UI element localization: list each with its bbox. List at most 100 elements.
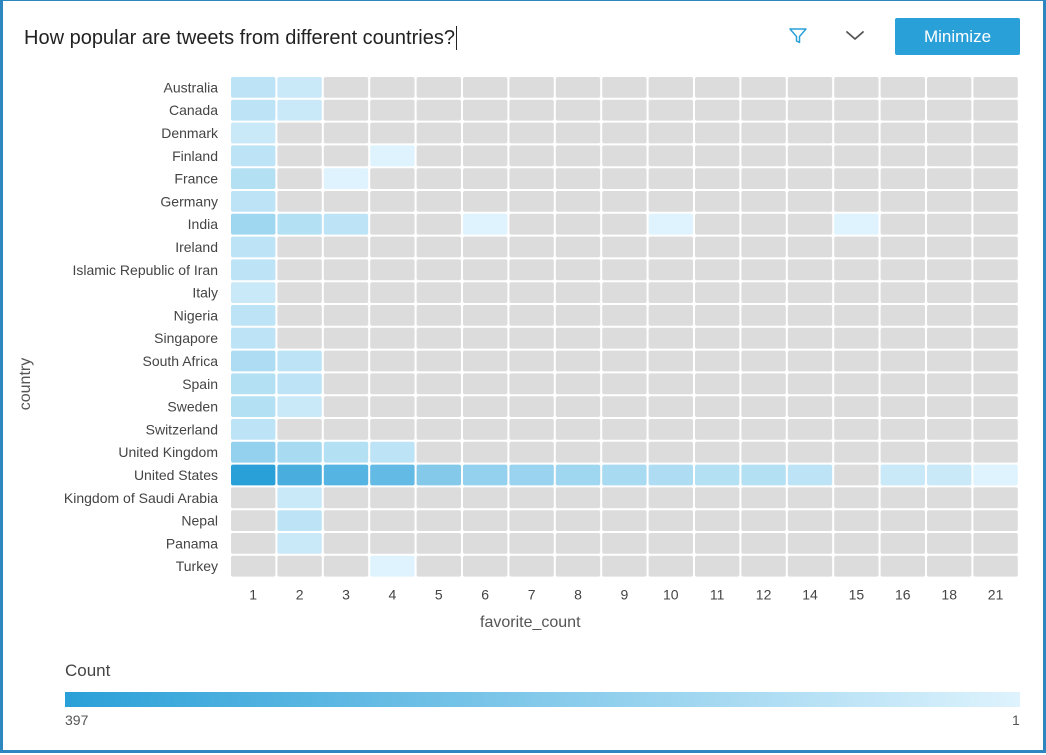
heatmap-cell[interactable]	[509, 327, 554, 349]
heatmap-cell[interactable]	[463, 77, 508, 98]
heatmap-cell[interactable]	[648, 327, 693, 349]
heatmap-cell[interactable]	[787, 122, 833, 144]
heatmap-cell[interactable]	[602, 282, 647, 303]
heatmap-cell[interactable]	[231, 350, 276, 372]
heatmap-cell[interactable]	[741, 373, 786, 395]
heatmap-cell[interactable]	[277, 99, 322, 121]
heatmap-cell[interactable]	[787, 236, 833, 258]
heatmap-cell[interactable]	[509, 396, 554, 417]
heatmap-cell[interactable]	[231, 213, 276, 235]
heatmap-cell[interactable]	[277, 487, 322, 509]
heatmap-cell[interactable]	[648, 213, 693, 235]
heatmap-cell[interactable]	[695, 373, 740, 395]
heatmap-cell[interactable]	[973, 213, 1018, 235]
heatmap-cell[interactable]	[787, 168, 833, 189]
heatmap-cell[interactable]	[277, 464, 322, 486]
heatmap-cell[interactable]	[277, 305, 322, 326]
heatmap-cell[interactable]	[880, 350, 925, 372]
heatmap-cell[interactable]	[880, 99, 925, 121]
heatmap-cell[interactable]	[602, 305, 647, 326]
heatmap-cell[interactable]	[973, 487, 1018, 509]
heatmap-cell[interactable]	[370, 555, 415, 577]
heatmap-cell[interactable]	[463, 236, 508, 258]
heatmap-cell[interactable]	[323, 122, 369, 144]
heatmap-cell[interactable]	[370, 168, 415, 189]
heatmap-cell[interactable]	[370, 282, 415, 303]
heatmap-cell[interactable]	[927, 77, 972, 98]
heatmap-cell[interactable]	[370, 236, 415, 258]
heatmap-cell[interactable]	[277, 327, 322, 349]
heatmap-cell[interactable]	[416, 327, 461, 349]
heatmap-cell[interactable]	[648, 510, 693, 531]
heatmap-cell[interactable]	[880, 487, 925, 509]
heatmap-cell[interactable]	[695, 533, 740, 554]
heatmap-cell[interactable]	[323, 145, 369, 167]
heatmap-cell[interactable]	[834, 213, 879, 235]
heatmap-cell[interactable]	[834, 259, 879, 281]
heatmap-cell[interactable]	[555, 282, 601, 303]
heatmap-cell[interactable]	[555, 533, 601, 554]
heatmap-cell[interactable]	[973, 99, 1018, 121]
heatmap-cell[interactable]	[463, 510, 508, 531]
heatmap-cell[interactable]	[370, 464, 415, 486]
heatmap-cell[interactable]	[880, 464, 925, 486]
heatmap-cell[interactable]	[602, 487, 647, 509]
heatmap-cell[interactable]	[277, 533, 322, 554]
heatmap-cell[interactable]	[973, 122, 1018, 144]
heatmap-cell[interactable]	[695, 259, 740, 281]
heatmap-cell[interactable]	[555, 259, 601, 281]
heatmap-cell[interactable]	[231, 487, 276, 509]
heatmap-cell[interactable]	[231, 373, 276, 395]
heatmap-cell[interactable]	[277, 555, 322, 577]
heatmap-cell[interactable]	[695, 396, 740, 417]
heatmap-cell[interactable]	[834, 122, 879, 144]
heatmap-cell[interactable]	[741, 282, 786, 303]
heatmap-cell[interactable]	[973, 191, 1018, 212]
heatmap-cell[interactable]	[880, 396, 925, 417]
heatmap-cell[interactable]	[463, 533, 508, 554]
heatmap-cell[interactable]	[648, 396, 693, 417]
heatmap-cell[interactable]	[509, 213, 554, 235]
heatmap-cell[interactable]	[648, 122, 693, 144]
heatmap-cell[interactable]	[509, 350, 554, 372]
heatmap-cell[interactable]	[370, 373, 415, 395]
heatmap-cell[interactable]	[416, 168, 461, 189]
heatmap-cell[interactable]	[973, 464, 1018, 486]
heatmap-cell[interactable]	[880, 373, 925, 395]
heatmap-cell[interactable]	[648, 168, 693, 189]
heatmap-cell[interactable]	[323, 213, 369, 235]
heatmap-cell[interactable]	[370, 350, 415, 372]
heatmap-cell[interactable]	[648, 419, 693, 440]
heatmap-cell[interactable]	[231, 236, 276, 258]
heatmap-cell[interactable]	[880, 555, 925, 577]
heatmap-cell[interactable]	[555, 236, 601, 258]
heatmap-cell[interactable]	[927, 282, 972, 303]
heatmap-cell[interactable]	[323, 533, 369, 554]
heatmap-cell[interactable]	[555, 145, 601, 167]
heatmap-cell[interactable]	[602, 213, 647, 235]
heatmap-cell[interactable]	[834, 327, 879, 349]
heatmap-cell[interactable]	[416, 122, 461, 144]
heatmap-cell[interactable]	[648, 305, 693, 326]
heatmap-cell[interactable]	[555, 396, 601, 417]
heatmap-cell[interactable]	[741, 122, 786, 144]
heatmap-cell[interactable]	[787, 191, 833, 212]
heatmap-cell[interactable]	[973, 441, 1018, 463]
heatmap-cell[interactable]	[463, 419, 508, 440]
heatmap-cell[interactable]	[463, 350, 508, 372]
heatmap-cell[interactable]	[555, 441, 601, 463]
heatmap-cell[interactable]	[787, 145, 833, 167]
heatmap-cell[interactable]	[695, 99, 740, 121]
heatmap-cell[interactable]	[370, 441, 415, 463]
heatmap-cell[interactable]	[416, 441, 461, 463]
heatmap-cell[interactable]	[416, 236, 461, 258]
heatmap-cell[interactable]	[741, 213, 786, 235]
heatmap-cell[interactable]	[416, 350, 461, 372]
heatmap-cell[interactable]	[741, 396, 786, 417]
heatmap-cell[interactable]	[555, 305, 601, 326]
heatmap-cell[interactable]	[973, 282, 1018, 303]
heatmap-cell[interactable]	[231, 168, 276, 189]
heatmap-cell[interactable]	[648, 282, 693, 303]
heatmap-cell[interactable]	[787, 396, 833, 417]
heatmap-cell[interactable]	[277, 441, 322, 463]
